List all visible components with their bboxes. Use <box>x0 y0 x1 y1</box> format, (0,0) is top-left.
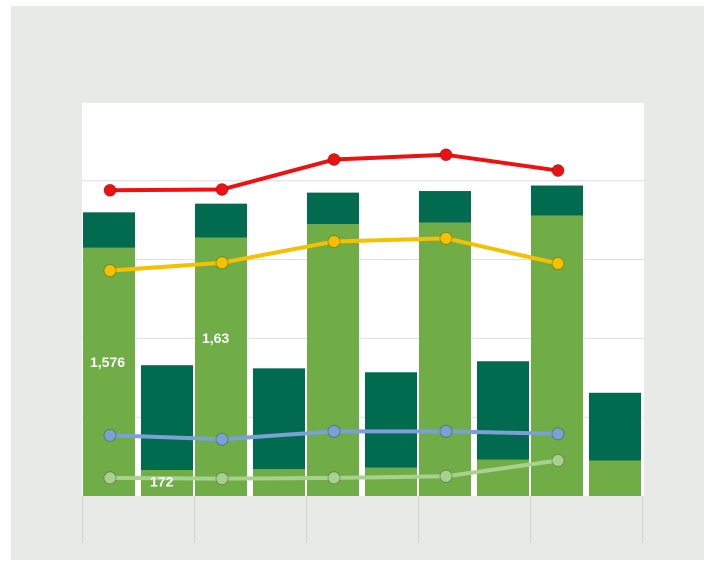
bar-segment-upper <box>83 212 135 248</box>
series-marker <box>103 183 117 197</box>
data-label: 1,63 <box>202 330 229 346</box>
bar-segment-lower <box>365 467 417 496</box>
series-marker <box>327 471 341 485</box>
bar-segment-lower <box>589 460 641 496</box>
data-label: 172 <box>150 474 174 490</box>
series-marker <box>551 454 565 468</box>
bar-segment-upper <box>589 392 641 461</box>
series-marker <box>327 153 341 167</box>
bar-segment-lower <box>195 237 247 496</box>
bar-segment-lower <box>307 224 359 496</box>
bar-segment-upper <box>419 191 471 223</box>
bar-segment-upper <box>477 361 529 460</box>
series-marker <box>551 427 565 441</box>
bar-segment-upper <box>195 203 247 238</box>
series-marker <box>103 428 117 442</box>
series-marker <box>439 469 453 483</box>
series-marker <box>215 472 229 486</box>
series-marker <box>439 424 453 438</box>
series-marker <box>551 164 565 178</box>
bar-segment-upper <box>365 372 417 468</box>
bar-segment-lower <box>419 222 471 496</box>
chart-panel: 1,576 1,63 172 <box>11 6 704 560</box>
bar-segment-upper <box>307 192 359 225</box>
series-marker <box>215 182 229 196</box>
bar-segment-upper <box>141 365 193 470</box>
bar-segment-lower <box>253 469 305 496</box>
bar-segment-lower <box>141 469 193 496</box>
combo-chart: 1,576 1,63 172 <box>82 101 644 543</box>
series-marker <box>103 471 117 485</box>
data-label: 1,576 <box>90 354 125 370</box>
series-marker <box>551 257 565 271</box>
series-marker <box>327 424 341 438</box>
series-marker <box>215 432 229 446</box>
series-marker <box>215 256 229 270</box>
series-marker <box>327 234 341 248</box>
bar-segment-upper <box>531 185 583 216</box>
series-marker <box>103 264 117 278</box>
series-marker <box>439 148 453 162</box>
series-marker <box>439 231 453 245</box>
bar-segment-upper <box>253 368 305 470</box>
bar-segment-lower <box>83 247 135 496</box>
